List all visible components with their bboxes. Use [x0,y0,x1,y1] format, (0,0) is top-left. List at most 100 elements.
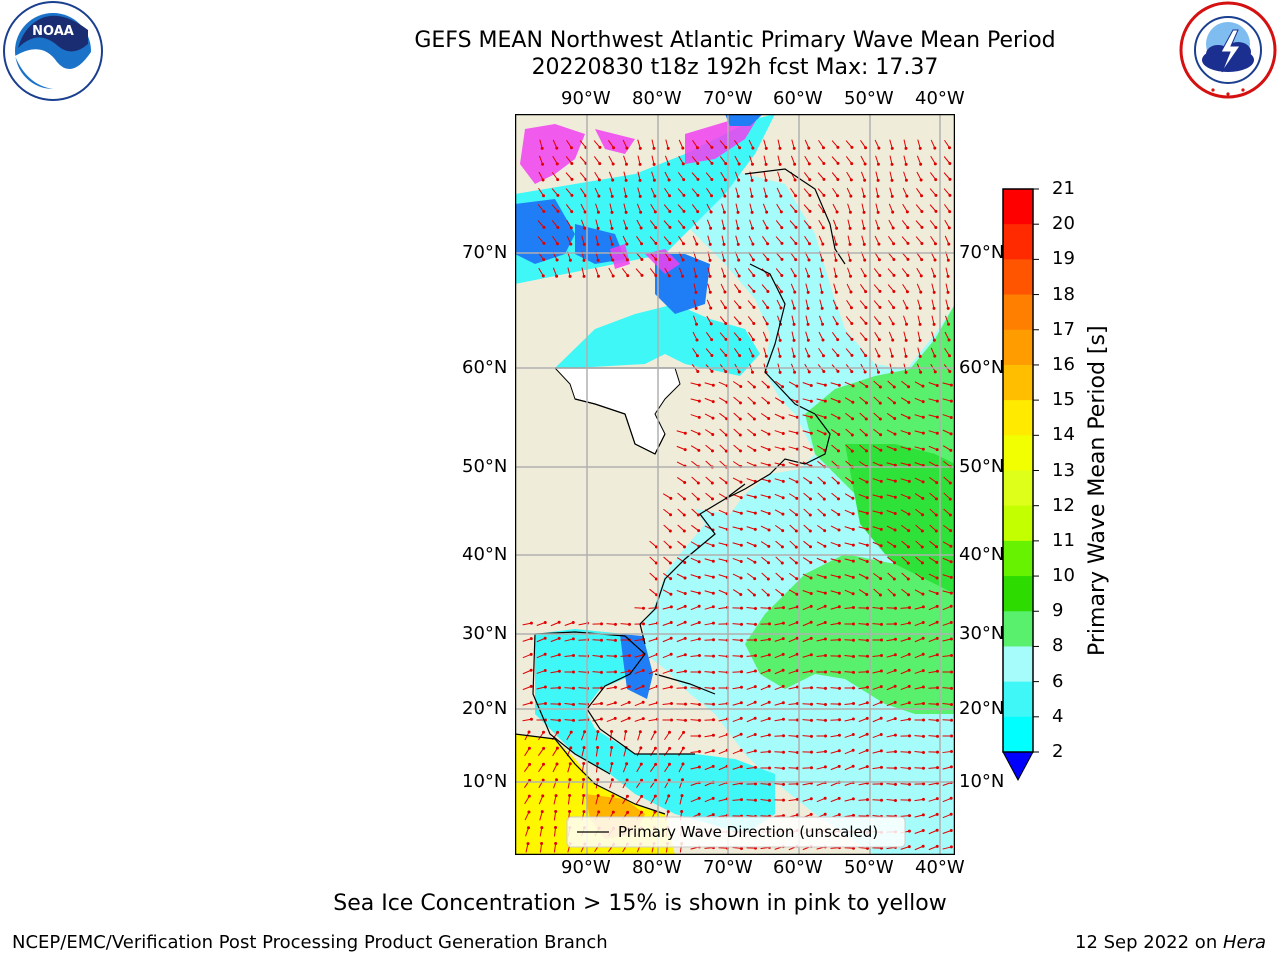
wave-arrow-head [739,732,743,736]
wave-arrow-head [877,146,881,150]
wave-arrow-head [599,702,603,706]
wave-arrow-head [556,242,560,246]
wave-arrow-head [739,576,743,580]
wave-arrow-head [935,702,939,706]
wave-arrow [914,589,924,595]
wave-arrow-head [611,178,615,182]
wave-arrow-head [669,636,673,640]
wave-arrow-head [836,338,840,342]
wave-arrow [844,526,854,530]
wave-arrow [760,718,770,722]
wave-arrow [942,782,952,786]
wave-arrow-head [681,762,685,766]
wave-arrow-head [932,322,936,326]
wave-arrow-head [949,621,953,625]
wave-arrow [746,478,756,482]
wave-arrow-head [598,145,602,149]
wave-arrow [704,558,714,562]
wave-arrow-head [568,274,572,278]
wave-arrow-head [542,730,546,734]
wave-arrow-head [556,178,560,182]
wave-arrow-head [597,178,601,182]
wave-arrow-head [807,146,811,150]
wave-arrow-head [711,605,715,609]
wave-arrow-head [893,512,897,516]
wave-arrow-head [670,718,673,722]
wave-arrow-head [641,684,645,688]
wave-arrow-head [541,162,545,166]
wave-arrow-head [935,750,939,754]
wave-arrow [817,524,825,532]
wave-arrow-head [681,242,685,246]
wave-arrow-head [711,433,715,437]
wave-arrow-head [820,290,824,294]
wave-arrow-head [722,274,726,278]
wave-arrow [609,219,613,229]
wave-arrow [816,750,826,754]
wave-arrow-head [697,432,701,436]
wave-arrow-head [767,544,771,548]
wave-arrow [720,283,726,293]
wave-arrow-head [879,700,883,704]
wave-arrow [718,718,728,722]
wave-arrow-head [851,654,855,658]
wave-arrow [760,429,770,435]
wave-arrow-head [935,734,939,738]
wave-arrow [706,315,712,325]
wave-arrow-head [683,545,687,549]
wave-arrow-head [862,210,866,214]
wave-arrow-head [627,622,631,626]
wave-arrow-head [906,257,910,261]
wave-arrow-head [654,778,658,782]
wave-arrow [649,236,657,244]
wave-arrow [788,430,798,434]
wave-arrow-head [836,145,840,149]
wave-arrow-head [753,433,757,437]
wave-arrow-head [640,273,644,277]
wave-arrow [775,220,783,228]
wave-arrow-head [808,529,812,533]
wave-arrow [886,445,896,451]
wave-arrow-head [542,225,546,229]
wave-arrow-head [935,560,939,564]
wave-arrow [928,798,938,802]
wave-arrow-head [879,544,883,548]
wave-arrow-head [921,400,925,404]
wave-arrow [858,847,868,849]
wave-arrow-head [823,415,827,419]
wave-arrow-head [892,257,896,261]
wave-arrow [942,703,952,705]
wave-arrow-head [739,480,743,484]
wave-arrow-head [794,194,798,198]
wave-arrow [914,381,924,387]
wave-arrow [942,638,952,642]
wave-arrow [901,540,909,548]
wave-arrow-head [850,337,854,341]
wave-arrow-head [751,258,755,262]
wave-arrow [901,220,909,228]
wave-arrow-head [669,605,673,609]
wave-arrow-head [851,527,855,531]
wave-arrow [803,204,811,212]
wave-arrow [636,747,642,757]
wave-arrow-head [752,385,756,389]
wave-arrow [929,508,937,516]
wave-arrow [620,623,630,625]
wave-arrow-head [723,306,727,310]
wave-arrow-head [795,620,799,624]
wave-arrow [931,331,935,341]
wave-arrow [928,767,938,769]
wave-arrow-head [780,257,784,261]
wave-arrow [789,220,797,228]
wave-arrow-head [668,561,672,565]
wave-arrow-head [781,798,785,802]
wave-arrow-head [753,511,757,515]
wave-arrow-head [795,797,799,801]
wave-arrow [830,509,840,515]
wave-arrow-head [711,559,715,563]
lon-label-top: 40°W [915,88,965,109]
lat-label-left: 20°N [462,698,508,719]
wave-arrow-head [613,622,617,626]
wave-arrow [705,444,713,452]
wave-arrow [648,622,658,626]
